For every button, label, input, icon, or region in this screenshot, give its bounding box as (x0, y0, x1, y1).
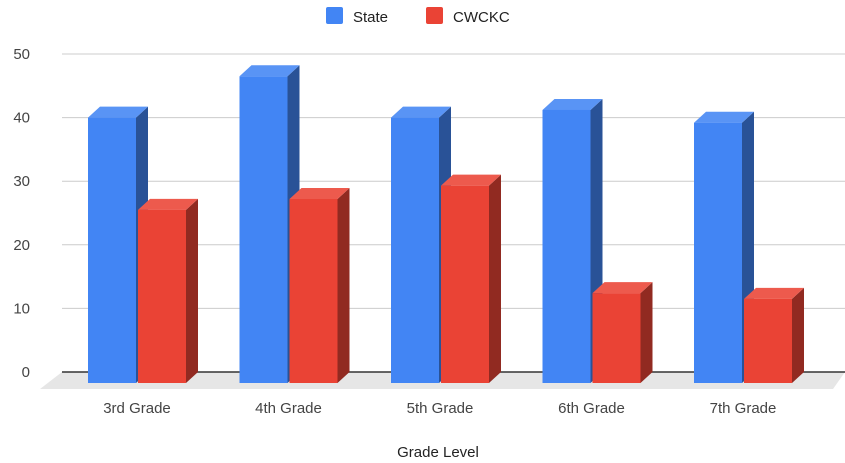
bar-cwckc-1 (138, 198, 198, 383)
y-tick-label: 50 (13, 46, 30, 63)
bar-state-4 (542, 98, 603, 383)
x-axis-ticks: 3rd Grade 4th Grade 5th Grade 6th Grade 7th … (103, 400, 776, 417)
bar-cwckc-3 (441, 174, 501, 383)
bar-top (289, 188, 350, 200)
bar-top (694, 111, 754, 123)
y-tick-label: 20 (13, 237, 30, 254)
bar-side (186, 198, 198, 383)
x-tick-label: 6th Grade (558, 400, 625, 417)
legend: State CWCKC (326, 7, 510, 26)
bar-side (640, 282, 653, 383)
bar-cwckc-2 (289, 188, 350, 383)
y-axis-ticks: 0 10 20 30 40 50 (13, 46, 30, 381)
bar-front (239, 76, 288, 383)
bar-front (391, 117, 439, 383)
legend-swatch-state (326, 7, 343, 24)
bar-front (744, 298, 792, 383)
bar-side (337, 188, 350, 383)
y-tick-label: 30 (13, 173, 30, 190)
legend-label-cwckc: CWCKC (453, 9, 510, 26)
bar-top (592, 282, 653, 294)
bar-front (694, 122, 742, 384)
bar-top (138, 198, 198, 210)
bar-front (88, 117, 136, 383)
bar-top (391, 106, 451, 118)
bar-cwckc-5 (744, 287, 804, 383)
y-tick-label: 40 (13, 110, 30, 127)
bar-top (239, 65, 300, 77)
bar-front (289, 199, 338, 383)
bar-top (88, 106, 148, 118)
legend-label-state: State (353, 9, 388, 26)
x-tick-label: 3rd Grade (103, 400, 171, 417)
bar-top (441, 174, 501, 186)
bar-front (542, 109, 591, 383)
x-tick-label: 4th Grade (255, 400, 322, 417)
bar-front (441, 185, 489, 383)
bar-front (138, 209, 186, 383)
bar-front (592, 293, 641, 383)
y-tick-label: 0 (22, 364, 30, 381)
x-axis-title: Grade Level (397, 444, 479, 461)
bar-side (489, 174, 501, 383)
x-tick-label: 7th Grade (710, 400, 777, 417)
bar-state-2 (239, 65, 300, 383)
bar-cwckc-4 (592, 282, 653, 383)
bar-top (744, 287, 804, 299)
legend-swatch-cwckc (426, 7, 443, 24)
bar-side (792, 287, 804, 383)
bar-top (542, 98, 603, 110)
y-tick-label: 10 (13, 300, 30, 317)
bars (88, 65, 804, 384)
bar-state-1 (88, 106, 148, 383)
x-tick-label: 5th Grade (407, 400, 474, 417)
